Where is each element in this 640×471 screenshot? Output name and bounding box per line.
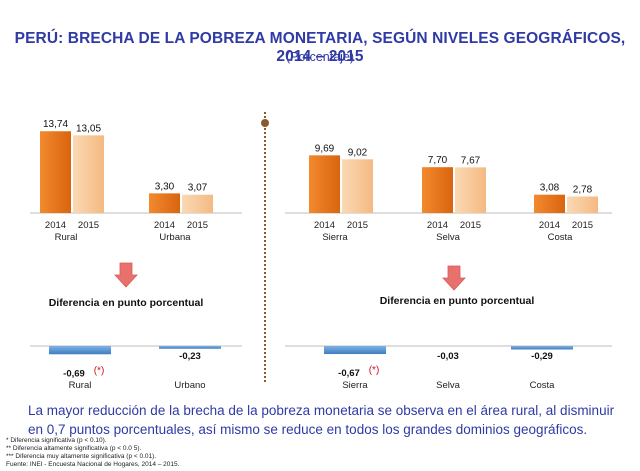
region-value-label: 9,69 (315, 143, 335, 154)
region-value-label: 9,02 (348, 147, 368, 158)
region-bar-costa-2015 (567, 196, 598, 213)
region-bar-sierra-2015 (342, 159, 373, 213)
footnotes: * Diferencia significativa (p < 0.10). *… (6, 437, 179, 469)
region-diff-category-label: Costa (530, 380, 556, 391)
region-year-label: 2015 (460, 220, 481, 231)
region-category-label: Costa (548, 232, 574, 243)
summary-text: La mayor reducción de la brecha de la po… (28, 403, 615, 437)
region-diff-header: Diferencia en punto porcentual (380, 295, 535, 307)
region-diff-value-label: -0,29 (531, 351, 553, 362)
area-diff-value-label: -0,69 (63, 368, 85, 379)
area-diff-bar-urbano (159, 346, 221, 349)
region-bar-costa-2014 (534, 194, 565, 213)
region-category-label: Selva (436, 232, 460, 243)
footnote-1: * Diferencia significativa (p < 0.10). (6, 437, 107, 444)
charts-canvas: 13,74201413,052015Rural3,3020143,072015U… (30, 119, 612, 391)
area-bar-urbana-2014 (149, 193, 180, 213)
footnote-2: ** Diferencia altamente significativa (p… (6, 445, 142, 452)
region-value-label: 3,08 (540, 183, 560, 194)
divider-dot (261, 119, 269, 127)
region-diff-bar-sierra (324, 346, 386, 355)
area-category-label: Urbana (159, 232, 191, 243)
region-category-label: Sierra (322, 232, 348, 243)
chart-title: PERÚ: BRECHA DE LA POBREZA MONETARIA, SE… (14, 30, 626, 65)
region-bar-selva-2015 (455, 167, 486, 213)
area-year-label: 2014 (45, 220, 66, 231)
area-bar-urbana-2015 (182, 194, 213, 213)
area-year-label: 2014 (154, 220, 175, 231)
region-diff-value-label: -0,67 (338, 368, 360, 379)
region-year-label: 2014 (427, 220, 448, 231)
region-value-label: 7,67 (461, 155, 481, 166)
region-bar-selva-2014 (422, 167, 453, 213)
region-year-label: 2014 (539, 220, 560, 231)
area-year-label: 2015 (187, 220, 208, 231)
area-value-label: 13,74 (43, 119, 68, 130)
area-diff-significance-mark: (*) (94, 365, 105, 376)
area-diff-category-label: Rural (69, 380, 92, 391)
region-year-label: 2015 (347, 220, 368, 231)
area-value-label: 13,05 (76, 123, 101, 134)
down-arrow-icon (442, 265, 466, 291)
area-bar-rural-2014 (40, 131, 71, 213)
area-year-label: 2015 (78, 220, 99, 231)
region-diff-significance-mark: (*) (369, 365, 380, 376)
area-bar-rural-2015 (73, 135, 104, 213)
region-diff-category-label: Selva (436, 380, 460, 391)
down-arrow-icon (114, 262, 138, 288)
region-bar-sierra-2014 (309, 155, 340, 213)
region-value-label: 2,78 (573, 184, 593, 195)
region-year-label: 2014 (314, 220, 335, 231)
region-diff-bar-costa (511, 346, 573, 350)
area-diff-bar-rural (49, 346, 111, 355)
region-value-label: 7,70 (428, 155, 448, 166)
panel-divider (264, 112, 266, 382)
area-value-label: 3,07 (188, 183, 208, 194)
area-diff-header: Diferencia en punto porcentual (49, 297, 204, 309)
chart-subtitle: (Porcentaje) (285, 50, 355, 64)
area-diff-value-label: -0,23 (179, 351, 201, 362)
area-category-label: Rural (55, 232, 78, 243)
footnote-source: Fuente: INEI - Encuesta Nacional de Hoga… (6, 461, 180, 468)
region-year-label: 2015 (572, 220, 593, 231)
area-value-label: 3,30 (155, 181, 175, 192)
region-diff-value-label: -0,03 (437, 351, 459, 362)
region-diff-category-label: Sierra (342, 380, 368, 391)
area-diff-category-label: Urbano (174, 380, 205, 391)
footnote-3: *** Diferencia muy altamente significati… (6, 453, 157, 460)
